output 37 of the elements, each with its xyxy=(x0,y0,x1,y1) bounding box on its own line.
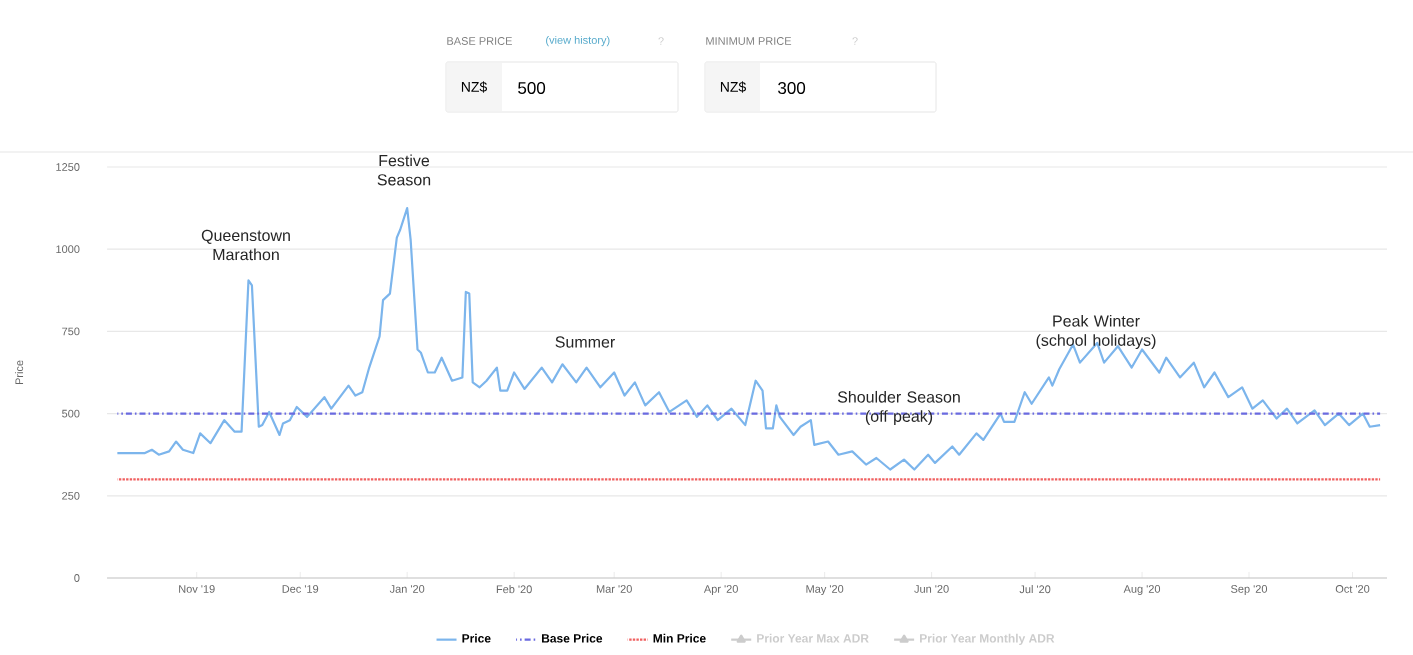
text: 500 xyxy=(518,81,546,95)
y-tick-label: 1000 xyxy=(56,245,80,254)
annotation: Shoulder Season (off peak) xyxy=(837,390,960,426)
text: ? xyxy=(658,37,664,45)
line-series xyxy=(116,207,1382,471)
x-tick-label: Aug '20 xyxy=(1123,585,1161,596)
annotation: Peak Winter (school holidays) xyxy=(1036,314,1156,350)
annotation: Festive Season xyxy=(377,154,431,186)
y-tick-label: 750 xyxy=(62,327,80,336)
text: BASE PRICE xyxy=(447,37,512,45)
text: ? xyxy=(852,37,858,45)
annotation: Summer xyxy=(555,336,615,348)
annotation: Queenstown Marathon xyxy=(201,229,290,261)
x-tick-label: Sep '20 xyxy=(1231,585,1268,596)
x-tick-label: Oct '20 xyxy=(1335,585,1370,593)
text: (view history) xyxy=(546,35,610,47)
x-tick-label: Jun '20 xyxy=(914,585,949,593)
y-tick-label: 250 xyxy=(62,491,80,500)
x-tick-label: Jan '20 xyxy=(389,585,425,593)
x-tick-label: Jul '20 xyxy=(1019,585,1051,594)
y-tick-label: 1250 xyxy=(56,163,80,171)
x-tick-label: Dec '19 xyxy=(282,585,319,593)
legend-label: Base Price xyxy=(542,633,603,643)
legend-label: Min Price xyxy=(653,633,706,643)
text: MINIMUM PRICE xyxy=(706,37,792,45)
text: NZ$ xyxy=(720,81,747,93)
x-tick-label: Apr '20 xyxy=(703,585,738,596)
x-tick-label: May '20 xyxy=(806,585,844,596)
y-tick-label: 0 xyxy=(74,574,80,582)
y-axis-title: Price xyxy=(15,360,24,385)
x-tick-label: Mar '20 xyxy=(596,585,632,593)
text: NZ$ xyxy=(461,81,488,93)
legend-label: Price xyxy=(462,633,491,643)
y-tick-label: 500 xyxy=(62,409,80,418)
x-tick-label: Nov '19 xyxy=(179,585,215,593)
text: 300 xyxy=(778,81,806,95)
x-tick-label: Feb '20 xyxy=(496,585,532,594)
